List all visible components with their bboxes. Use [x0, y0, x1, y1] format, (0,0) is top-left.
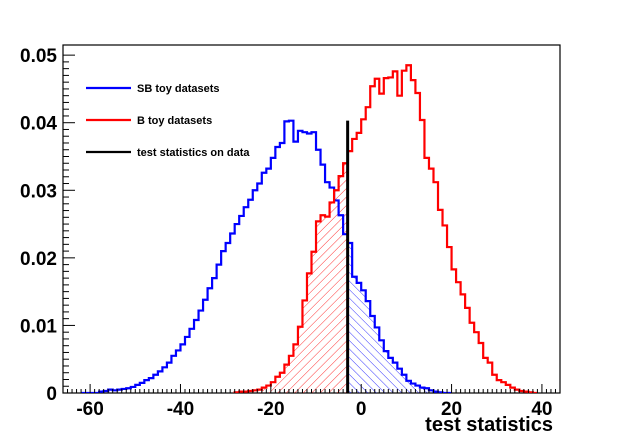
sb-tail-hatch	[379, 340, 384, 393]
legend-label: B toy datasets	[137, 115, 212, 127]
y-tick-label: 0.03	[20, 181, 57, 202]
x-tick-label: 20	[441, 399, 462, 420]
sb-tail-hatch	[365, 301, 371, 393]
b-tail-hatch	[320, 215, 326, 393]
x-tick-label: 40	[531, 399, 552, 420]
legend-label: test statistics on data	[137, 147, 250, 159]
sb-tail-hatch	[370, 315, 375, 393]
x-tick-label: -20	[257, 399, 284, 420]
sb-tail-hatch	[383, 351, 389, 393]
b-tail-hatch	[257, 389, 262, 393]
b-tail-hatch	[297, 326, 303, 393]
x-tick-label: 0	[356, 399, 367, 420]
sb-histogram-line	[81, 119, 452, 393]
b-tail-hatch	[311, 251, 317, 393]
b-tail-hatch	[343, 163, 348, 393]
b-tail-hatch	[261, 387, 267, 393]
y-tick-label: 0.04	[20, 114, 57, 135]
y-tick-label: 0	[46, 384, 57, 405]
sb-tail-hatch	[356, 282, 362, 393]
sb-tail-hatch	[347, 242, 353, 393]
sb-tail-hatch	[410, 383, 416, 393]
b-tail-hatch	[325, 216, 330, 393]
sb-tail-hatch	[374, 327, 380, 393]
sb-tail-hatch	[428, 390, 434, 393]
y-tick-label: 0.02	[20, 249, 57, 270]
sb-tail-hatch	[401, 374, 407, 393]
b-tail-hatch	[275, 376, 280, 393]
sb-tail-hatch	[361, 290, 366, 393]
y-tick-label: 0.05	[20, 46, 57, 67]
sb-tail-hatch	[352, 276, 357, 393]
sb-tail-hatch	[397, 368, 402, 393]
b-tail-hatch	[279, 372, 285, 393]
b-tail-hatch	[266, 385, 271, 393]
b-tail-hatch	[284, 364, 289, 393]
b-tail-hatch	[288, 355, 294, 393]
y-tick-label: 0.01	[20, 316, 57, 337]
b-tail-hatch	[293, 344, 298, 393]
b-histogram-line	[233, 64, 538, 393]
sb-tail-hatch	[419, 387, 425, 393]
b-tail-hatch	[302, 300, 307, 393]
b-tail-hatch	[334, 190, 339, 393]
sb-tail-hatch	[392, 362, 398, 393]
sb-tail-hatch	[424, 388, 429, 393]
x-axis-title: test statistics	[425, 414, 553, 436]
b-tail-hatch	[316, 221, 321, 393]
b-tail-hatch	[338, 176, 344, 393]
x-tick-label: -60	[76, 399, 103, 420]
b-tail-hatch	[270, 382, 276, 393]
sb-tail-hatch	[415, 385, 420, 393]
sb-tail-hatch	[388, 357, 393, 393]
b-tail-hatch	[329, 202, 335, 393]
b-tail-hatch	[306, 273, 312, 393]
x-tick-label: -40	[167, 399, 194, 420]
b-tail-hatch	[252, 390, 258, 393]
legend-label: SB toy datasets	[137, 83, 220, 95]
sb-tail-hatch	[406, 380, 411, 393]
